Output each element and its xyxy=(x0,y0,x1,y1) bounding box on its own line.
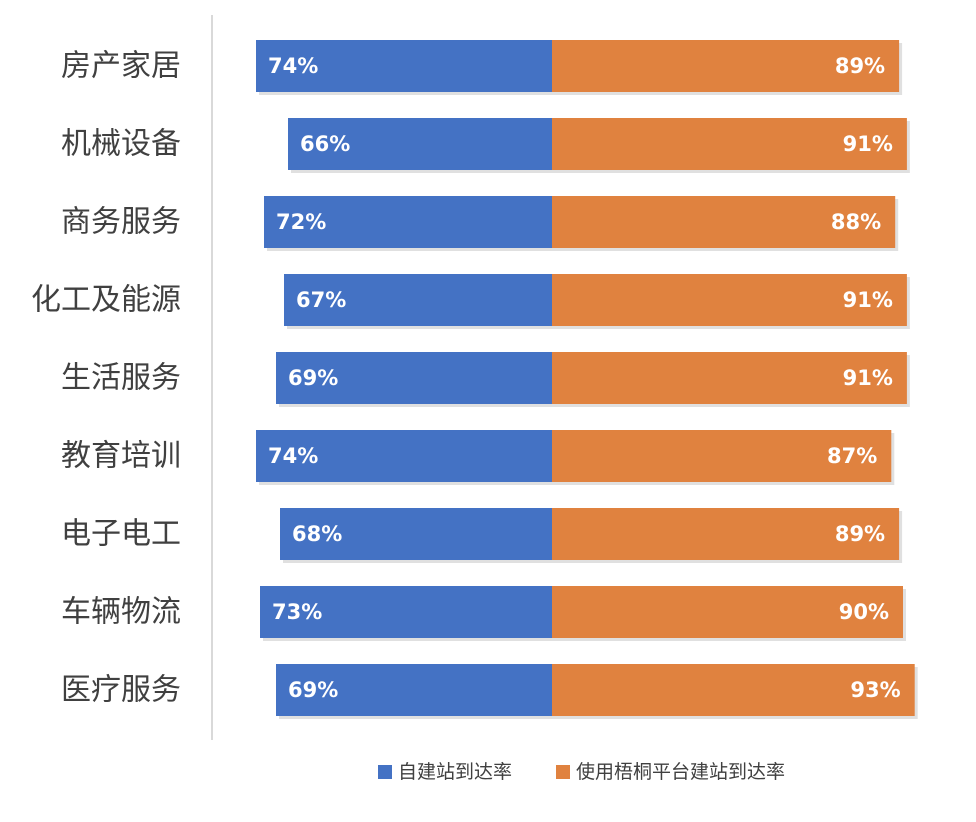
bars-layer: 房产家居 74% 89% 机械设备 66% 91% 商务服务 72% 88% 化工及能源 67% 91… xyxy=(31,40,918,719)
legend-label: 使用梧桐平台建站到达率 xyxy=(576,761,785,783)
value-label-wutong: 87% xyxy=(827,444,877,468)
value-label-self-built: 73% xyxy=(272,600,322,624)
bar-wutong xyxy=(552,508,900,560)
value-label-self-built: 74% xyxy=(268,444,318,468)
legend: 自建站到达率 使用梧桐平台建站到达率 xyxy=(378,761,785,783)
value-label-self-built: 72% xyxy=(276,210,326,234)
bar-self-built xyxy=(256,40,552,92)
category-label: 车辆物流 xyxy=(61,595,181,630)
bar-self-built xyxy=(288,118,552,170)
bar-wutong xyxy=(552,196,896,248)
bar-wutong xyxy=(552,352,907,404)
value-label-self-built: 66% xyxy=(300,132,350,156)
value-label-wutong: 91% xyxy=(843,366,893,390)
category-label: 电子电工 xyxy=(61,517,181,552)
value-label-wutong: 91% xyxy=(843,132,893,156)
bar-self-built xyxy=(284,274,552,326)
bar-wutong xyxy=(552,40,900,92)
value-label-self-built: 69% xyxy=(288,678,338,702)
value-label-wutong: 88% xyxy=(831,210,881,234)
legend-label: 自建站到达率 xyxy=(398,761,512,783)
bar-self-built xyxy=(264,196,552,248)
category-label: 生活服务 xyxy=(61,361,181,396)
category-label: 机械设备 xyxy=(61,127,181,162)
value-label-self-built: 67% xyxy=(296,288,346,312)
bar-self-built xyxy=(276,664,552,716)
bar-wutong xyxy=(552,118,907,170)
value-label-self-built: 68% xyxy=(292,522,342,546)
bar-self-built xyxy=(256,430,552,482)
bar-wutong xyxy=(552,586,903,638)
bar-self-built xyxy=(280,508,552,560)
category-label: 房产家居 xyxy=(61,49,181,84)
legend-swatch xyxy=(556,765,570,779)
bar-self-built xyxy=(276,352,552,404)
value-label-wutong: 91% xyxy=(843,288,893,312)
value-label-self-built: 74% xyxy=(268,54,318,78)
value-label-wutong: 89% xyxy=(835,522,885,546)
category-label: 医疗服务 xyxy=(61,673,181,708)
value-label-wutong: 89% xyxy=(835,54,885,78)
value-label-wutong: 90% xyxy=(839,600,889,624)
bar-self-built xyxy=(260,586,552,638)
legend-swatch xyxy=(378,765,392,779)
bar-wutong xyxy=(552,664,915,716)
category-label: 化工及能源 xyxy=(31,283,181,318)
category-label: 教育培训 xyxy=(61,439,181,474)
category-label: 商务服务 xyxy=(61,205,181,240)
value-label-wutong: 93% xyxy=(850,678,900,702)
value-label-self-built: 69% xyxy=(288,366,338,390)
bar-wutong xyxy=(552,430,892,482)
bar-wutong xyxy=(552,274,907,326)
